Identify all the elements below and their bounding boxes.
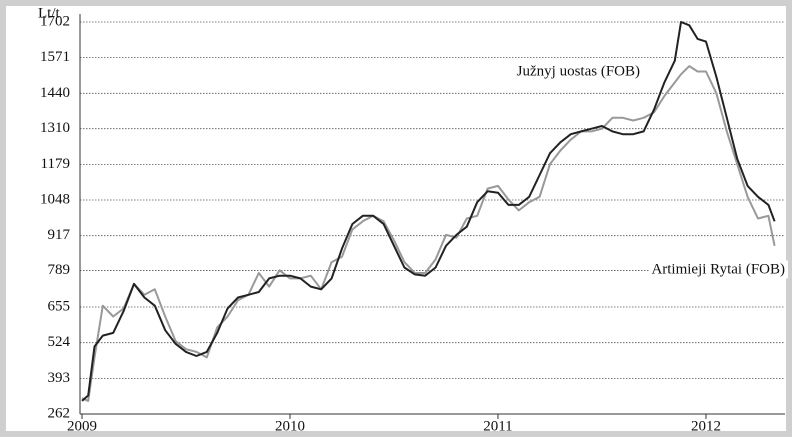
y-tick-label: 789 <box>48 262 71 278</box>
x-tick-label: 2011 <box>483 418 512 434</box>
annotation-bg <box>648 260 788 279</box>
x-tick-label: 2009 <box>67 418 97 434</box>
y-tick-label: 1571 <box>40 49 70 65</box>
y-tick-label: 1440 <box>40 85 70 101</box>
annotation: Artimieji Rytai (FOB) <box>651 261 785 277</box>
y-tick-label: 1048 <box>40 191 70 207</box>
x-tick-label: 2010 <box>275 418 305 434</box>
y-tick-label: 524 <box>48 334 71 350</box>
y-tick-label: 1179 <box>41 156 70 172</box>
y-tick-label: 262 <box>48 405 71 421</box>
y-tick-label: 393 <box>48 370 71 386</box>
series-line <box>81 21 776 402</box>
series-line <box>81 65 776 402</box>
annotation: Južnyj uostas (FOB) <box>517 63 640 79</box>
annotation-bg <box>513 62 643 81</box>
y-tick-label: 917 <box>48 227 71 243</box>
x-tick-label: 2012 <box>691 418 721 434</box>
y-tick-label: 655 <box>48 298 71 314</box>
y-tick-label: 1702 <box>40 13 70 29</box>
y-axis-label: Lt/t <box>38 5 60 21</box>
y-tick-label: 1310 <box>40 120 70 136</box>
